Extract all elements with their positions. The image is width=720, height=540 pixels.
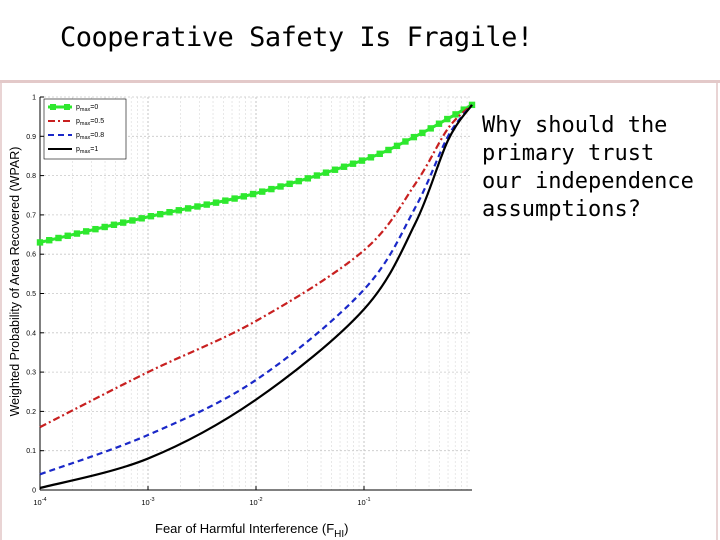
- y-tick-label: 0: [32, 488, 36, 495]
- y-tick-label: 0.5: [26, 291, 36, 298]
- series-marker: [82, 228, 90, 235]
- series-marker: [101, 223, 108, 231]
- series-marker: [157, 210, 164, 218]
- series-marker: [203, 201, 210, 208]
- series-marker: [259, 188, 266, 195]
- series-marker: [110, 221, 118, 228]
- y-tick-label: 1: [32, 95, 36, 102]
- series-marker: [367, 154, 375, 161]
- y-tick-label: 0.8: [26, 173, 36, 180]
- series-marker: [427, 125, 434, 132]
- series-marker: [194, 203, 201, 210]
- series-marker: [212, 199, 220, 206]
- series-marker: [376, 150, 383, 158]
- series-marker: [313, 172, 321, 179]
- side-question-line: assumptions?: [482, 197, 641, 222]
- side-question-line: Why should the: [482, 113, 668, 138]
- x-tick-label: 10-1: [357, 497, 370, 507]
- series-marker: [147, 213, 155, 220]
- legend-marker: [64, 104, 70, 110]
- y-axis-label: Weighted Probability of Area Recovered (…: [8, 147, 22, 417]
- series-marker: [402, 138, 409, 145]
- series-marker: [435, 120, 443, 127]
- series-marker: [64, 232, 71, 239]
- series-marker: [166, 208, 173, 216]
- series-marker: [286, 180, 293, 188]
- series-marker: [138, 215, 145, 222]
- series-marker: [304, 175, 312, 182]
- series-marker: [175, 207, 183, 214]
- title-divider: [0, 80, 720, 83]
- side-question-line: primary trust: [482, 141, 655, 166]
- series-marker: [277, 183, 284, 190]
- series-marker: [240, 193, 248, 200]
- legend-marker: [50, 104, 56, 110]
- series-marker: [46, 237, 53, 244]
- title-band: [0, 0, 720, 80]
- series-line: [39, 104, 473, 490]
- legend-label: pmax=1: [76, 146, 98, 155]
- series-marker: [349, 160, 357, 167]
- legend-label: pmax=0: [76, 104, 98, 113]
- y-tick-label: 0.6: [26, 252, 36, 259]
- y-tick-label: 0.1: [26, 448, 36, 455]
- series-marker: [452, 111, 459, 118]
- right-border: [716, 83, 718, 540]
- series-marker: [358, 157, 366, 164]
- series-marker: [184, 205, 192, 212]
- x-tick-label: 10-4: [33, 497, 46, 507]
- series-marker: [393, 142, 401, 150]
- y-tick-label: 0.2: [26, 409, 36, 416]
- series-marker: [73, 230, 81, 237]
- series-marker: [55, 234, 62, 242]
- y-tick-label: 0.4: [26, 330, 36, 337]
- series-marker: [385, 146, 392, 154]
- series-marker: [129, 217, 136, 224]
- y-tick-label: 0.9: [26, 134, 36, 141]
- series-marker: [331, 166, 339, 173]
- series-marker: [419, 129, 426, 137]
- series-marker: [460, 106, 467, 113]
- series-marker: [231, 195, 238, 202]
- slide-title: Cooperative Safety Is Fragile!: [60, 22, 533, 53]
- series-marker: [410, 133, 418, 141]
- series-marker: [268, 185, 275, 193]
- series-marker: [92, 225, 99, 233]
- x-axis-label: Fear of Harmful Interference (FHI): [155, 521, 349, 538]
- series-marker: [295, 177, 302, 185]
- series-marker: [36, 239, 44, 246]
- series-marker: [222, 197, 229, 204]
- series-marker: [249, 190, 257, 198]
- series-marker: [322, 169, 330, 176]
- x-tick-label: 10-2: [249, 497, 262, 507]
- series-marker: [444, 115, 451, 123]
- y-tick-label: 0.3: [26, 370, 36, 377]
- series-line: [39, 104, 473, 429]
- wpar-chart: 0 0.1 0.2 0.3 0.4 0.5 0.6 0.7 0.8 0.9 1 10-4 10-3 10-…: [8, 95, 476, 538]
- series-marker: [119, 219, 127, 226]
- x-tick-label: 10-3: [141, 497, 154, 507]
- side-question-line: our independence: [482, 169, 694, 194]
- series-marker: [340, 163, 348, 170]
- series-line: [39, 104, 473, 476]
- y-tick-label: 0.7: [26, 212, 36, 219]
- legend-label: pmax=0.8: [76, 132, 104, 141]
- left-border: [0, 83, 2, 540]
- side-question: Why should the primary trust our indepen…: [482, 112, 718, 224]
- legend-label: pmax=0.5: [76, 118, 104, 127]
